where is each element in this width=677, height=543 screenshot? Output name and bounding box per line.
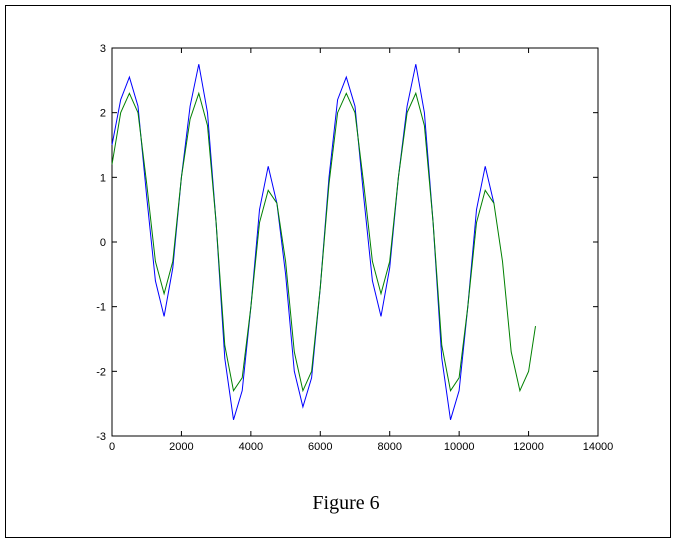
- x-tick-label: 8000: [377, 441, 401, 453]
- x-tick-label: 2000: [169, 441, 193, 453]
- x-tick-label: 4000: [239, 441, 263, 453]
- x-tick-label: 10000: [444, 441, 475, 453]
- x-tick-label: 14000: [583, 441, 614, 453]
- caption: Figure 6: [312, 492, 379, 514]
- y-tick-label: 0: [100, 237, 106, 249]
- y-tick-label: -3: [96, 431, 106, 443]
- y-tick-label: 1: [100, 172, 106, 184]
- data-line: [111, 91, 536, 393]
- x-tick-label: 6000: [308, 441, 332, 453]
- x-tick-label: 12000: [513, 441, 544, 453]
- y-tick-label: -1: [96, 302, 106, 314]
- y-tick-label: 2: [100, 108, 106, 120]
- y-tick-label: -2: [96, 366, 106, 378]
- x-tick-label: 0: [109, 441, 115, 453]
- y-tick-label: 3: [100, 43, 106, 55]
